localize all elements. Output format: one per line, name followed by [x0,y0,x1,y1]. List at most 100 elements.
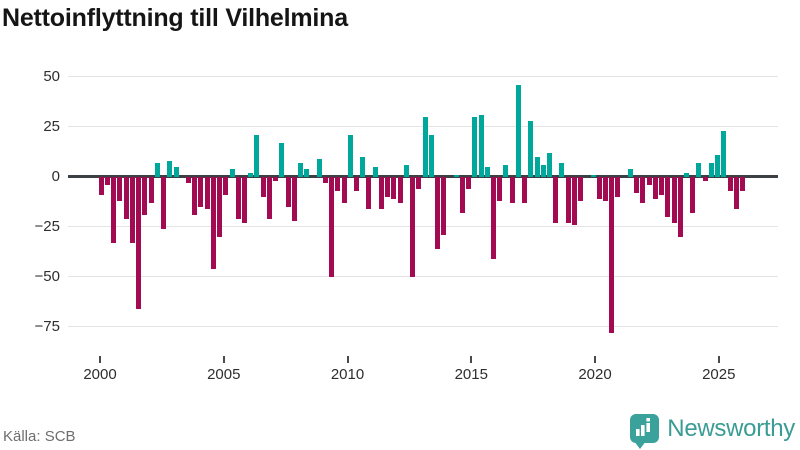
bar-positive-40 [347,134,353,177]
bar-negative-22 [235,176,241,219]
bar-negative-93 [677,176,683,237]
y-axis-tick-label: 25 [43,117,60,135]
y-gridline [68,326,778,327]
bar-positive-99 [715,154,721,177]
bar-positive-69 [528,120,534,177]
bar-negative-101 [727,176,733,191]
bar-positive-72 [547,152,552,177]
bar-positive-60 [472,116,478,177]
x-axis-tick [717,356,720,363]
bar-negative-82 [609,176,615,333]
bar-positive-49 [403,164,409,177]
brand-name: Newsworthy [667,414,795,442]
bar-negative-73 [553,176,559,223]
x-axis-year-label: 2025 [702,366,736,383]
bar-negative-18 [210,176,216,269]
bar-negative-4 [123,176,129,219]
bar-negative-59 [466,176,472,189]
x-axis-tick [470,356,473,363]
bar-negative-15 [192,176,198,215]
bar-negative-26 [260,176,266,197]
x-axis-tick [222,356,225,363]
bar-negative-41 [354,176,360,191]
bar-negative-47 [391,176,397,199]
y-axis-tick-label: 50 [43,67,60,85]
bar-positive-12 [173,166,179,177]
bar-negative-86 [634,176,640,193]
bar-negative-80 [596,176,602,199]
bar-positive-61 [478,114,484,177]
bar-negative-66 [509,176,515,203]
bar-positive-85 [627,168,633,177]
x-axis-tick [346,356,349,363]
bar-positive-53 [428,134,434,177]
bar-positive-35 [316,158,322,177]
bar-negative-19 [217,176,223,237]
bar-negative-37 [329,176,335,277]
bar-positive-32 [298,162,303,177]
bar-positive-67 [515,84,521,177]
x-axis-tick [99,356,101,363]
y-gridline [68,76,778,77]
bar-negative-39 [341,176,347,203]
bar-negative-14 [185,176,191,183]
bar-negative-16 [198,176,204,207]
y-gridline [68,276,778,277]
bar-negative-91 [665,176,671,217]
bar-positive-79 [590,174,596,177]
bar-negative-1 [105,176,111,185]
x-axis-year-label: 2020 [578,366,612,383]
y-axis-tick-label: −50 [34,267,60,285]
bar-positive-71 [540,164,546,177]
bar-positive-74 [559,162,565,177]
bar-positive-65 [503,164,509,177]
y-axis-tick-label: −75 [34,317,60,335]
bar-positive-70 [534,156,540,177]
bar-negative-83 [615,176,621,197]
bar-negative-28 [273,176,279,181]
bar-negative-6 [136,176,142,309]
bar-negative-43 [366,176,372,209]
bar-negative-20 [223,176,229,195]
bar-negative-7 [142,176,148,215]
bar-negative-95 [690,176,696,213]
y-gridline [68,226,778,227]
bar-negative-45 [378,176,384,209]
bar-positive-29 [279,142,285,177]
bar-negative-10 [161,176,167,229]
bar-negative-48 [397,176,403,203]
bar-negative-90 [659,176,665,195]
zero-axis-line [68,175,778,178]
bar-positive-96 [696,162,702,177]
bar-negative-102 [733,176,739,209]
newsworthy-bubble-chart-icon [630,414,660,449]
bar-negative-17 [204,176,210,209]
bar-negative-50 [410,176,416,277]
source-label: Källa: SCB [3,428,76,445]
bar-negative-63 [490,176,496,259]
bar-negative-103 [739,176,745,191]
bar-positive-42 [360,156,366,177]
bar-positive-52 [422,116,428,177]
bar-negative-92 [671,176,677,223]
bar-negative-97 [702,176,708,181]
y-axis-tick-label: −25 [34,217,60,235]
bar-negative-76 [571,176,577,225]
bar-negative-81 [603,176,609,201]
bar-negative-89 [652,176,658,199]
bar-positive-100 [721,130,727,177]
bar-negative-0 [98,176,104,195]
bar-negative-87 [640,176,646,203]
bar-negative-30 [285,176,291,207]
bar-negative-2 [111,176,117,243]
chart-title: Nettoinflyttning till Vilhelmina [2,4,348,32]
newsworthy-logo: Newsworthy [630,414,795,449]
bar-negative-51 [416,176,422,189]
bar-positive-11 [167,160,173,177]
bar-negative-36 [322,176,328,183]
y-axis-tick-label: 0 [51,167,60,185]
bar-negative-3 [117,176,123,201]
bar-positive-94 [683,172,689,177]
bar-positive-62 [484,166,490,177]
